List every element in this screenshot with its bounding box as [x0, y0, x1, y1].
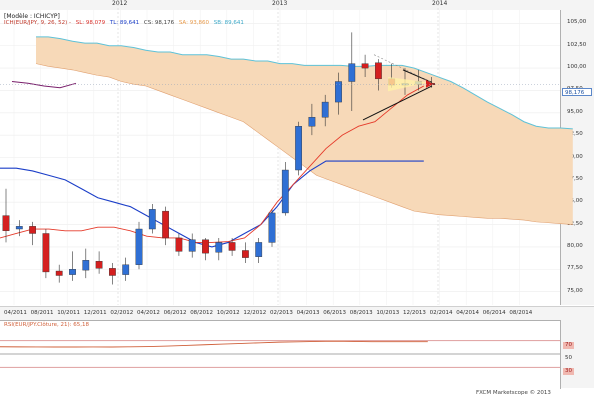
price-tick-label: 77,50 [567, 265, 583, 272]
time-tick-label: 08/2014 [509, 310, 533, 316]
chikou-line [11, 81, 77, 89]
rsi-axis [561, 320, 594, 388]
time-tick-label: 04/2011 [4, 310, 27, 316]
candle [361, 63, 369, 69]
candle [2, 215, 10, 232]
legend-cs: CS: 98,176 [143, 20, 175, 26]
legend-sb: SB: 89,641 [213, 20, 244, 26]
time-tick-label: 02/2013 [270, 310, 293, 316]
legend-sl: SL: 98,079 [75, 20, 106, 26]
time-tick-label: 04/2014 [456, 310, 480, 316]
kumo-cloud [36, 36, 573, 225]
candle [82, 260, 90, 271]
time-tick-label: 08/2011 [30, 310, 54, 316]
price-tick-label: 105,00 [567, 19, 587, 26]
time-tick-label: 06/2013 [323, 310, 347, 316]
rsi-line [0, 340, 428, 348]
rsi-level-70: 70 [563, 342, 574, 349]
candle [122, 264, 130, 275]
candle [215, 242, 223, 253]
candle [55, 270, 63, 276]
current-price-tag: 98,176 [562, 88, 592, 96]
candle [268, 212, 276, 243]
price-tick-label: 80,00 [567, 242, 583, 249]
price-tick-label: 82,50 [567, 220, 583, 227]
candle [69, 269, 76, 275]
year-label: 2012 [112, 0, 128, 7]
candle [42, 233, 50, 273]
time-tick-label: 08/2012 [190, 310, 214, 316]
candle [281, 169, 289, 214]
price-tick-label: 92,50 [567, 131, 583, 138]
candle [321, 101, 329, 118]
legend-tl: TL: 89,641 [109, 20, 140, 26]
candle [95, 260, 103, 269]
candle [148, 209, 156, 230]
candle [162, 210, 169, 239]
time-tick-label: 12/2013 [403, 310, 426, 316]
time-tick-label: 10/2013 [376, 310, 400, 316]
trendline-support [362, 85, 433, 121]
time-tick-label: 04/2012 [137, 310, 160, 316]
candle [241, 250, 249, 258]
candle [175, 237, 183, 252]
footer-credit: FXCM Marketscope © 2013 [476, 390, 551, 396]
price-tick-label: 85,00 [567, 198, 583, 205]
legend-ich-label: ICH(EUR/JPY, 9, 26, 52) - [4, 20, 73, 26]
time-tick-label: 12/2011 [83, 310, 107, 316]
candle [29, 226, 36, 234]
candle [108, 268, 116, 276]
time-tick-label: 04/2013 [296, 310, 320, 316]
candle [375, 62, 382, 80]
model-title: [Modèle : ICHICYP] [4, 13, 60, 20]
candle [135, 228, 143, 265]
rsi-panel[interactable] [0, 320, 561, 389]
time-tick-label: 02/2014 [429, 310, 453, 316]
time-tick-label: 10/2012 [216, 310, 240, 316]
trendline-resistance [402, 69, 433, 83]
year-label: 2013 [272, 0, 288, 7]
price-tick-label: 95,00 [567, 108, 583, 115]
time-axis: 04/2011 08/2011 10/2011 12/2011 02/2012 04/20… [0, 306, 594, 322]
candle [202, 239, 209, 254]
candle [348, 63, 356, 82]
candle [308, 117, 316, 127]
candle [15, 226, 23, 230]
kijun-line [0, 85, 425, 243]
projection-line [373, 54, 433, 83]
year-label: 2014 [432, 0, 448, 7]
time-tick-label: 06/2014 [482, 310, 506, 316]
candle [295, 126, 302, 171]
senkou-b-line [35, 63, 573, 225]
time-tick-label: 12/2012 [243, 310, 267, 316]
price-tick-label: 90,00 [567, 153, 583, 160]
time-tick-label: 06/2012 [163, 310, 187, 316]
time-tick-label: 02/2012 [110, 310, 134, 316]
rsi-level-30: 30 [563, 368, 574, 375]
candle [188, 239, 196, 252]
candle [228, 242, 236, 251]
price-tick-label: 87,50 [567, 175, 583, 182]
price-tick-label: 100,00 [567, 64, 587, 71]
time-tick-label: 08/2013 [349, 310, 373, 316]
rsi-level-50: 50 [565, 355, 572, 361]
ichimoku-legend: ICH(EUR/JPY, 9, 26, 52) - SL: 98,079 TL:… [4, 20, 247, 26]
time-tick-label: 10/2011 [57, 310, 81, 316]
legend-sa: SA: 93,860 [178, 20, 209, 26]
price-tick-label: 102,50 [567, 41, 587, 48]
arrow-marker [426, 79, 433, 88]
senkou-a-line [36, 36, 573, 130]
candle [335, 81, 342, 103]
price-tick-label: 75,00 [567, 287, 583, 294]
tenkan-line [0, 160, 424, 248]
candle [255, 242, 263, 257]
rsi-legend: RSI(EUR/JPY.Clôture, 21): 65,18 [4, 322, 89, 328]
